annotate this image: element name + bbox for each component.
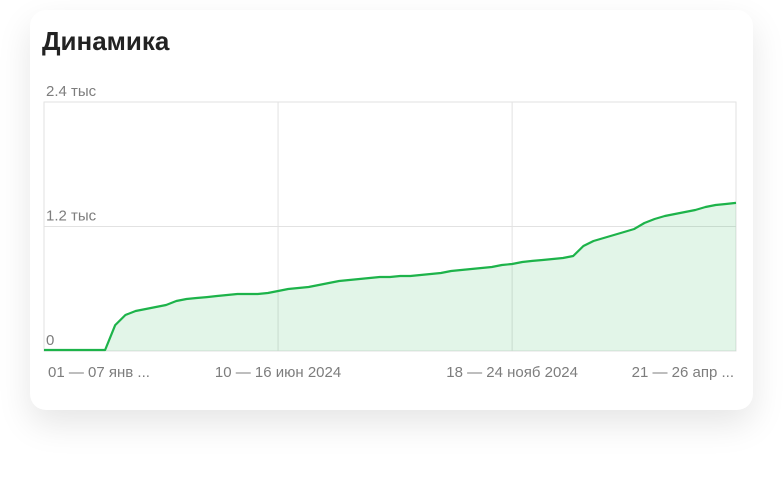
x-tick-label: 18 — 24 нояб 2024 bbox=[446, 364, 578, 381]
chart-title: Динамика bbox=[42, 26, 170, 56]
line bbox=[44, 201, 737, 352]
area-fill bbox=[44, 202, 736, 351]
y-tick-label: 2.4 тыс bbox=[46, 83, 97, 100]
y-tick-label: 1.2 тыс bbox=[46, 207, 97, 224]
x-tick-label: 21 — 26 апр ... bbox=[632, 364, 734, 381]
card bbox=[30, 10, 753, 410]
x-tick-label: 10 — 16 июн 2024 bbox=[215, 364, 341, 381]
x-tick-label: 01 — 07 янв ... bbox=[48, 364, 150, 381]
y-tick-label: 0 bbox=[46, 332, 54, 349]
